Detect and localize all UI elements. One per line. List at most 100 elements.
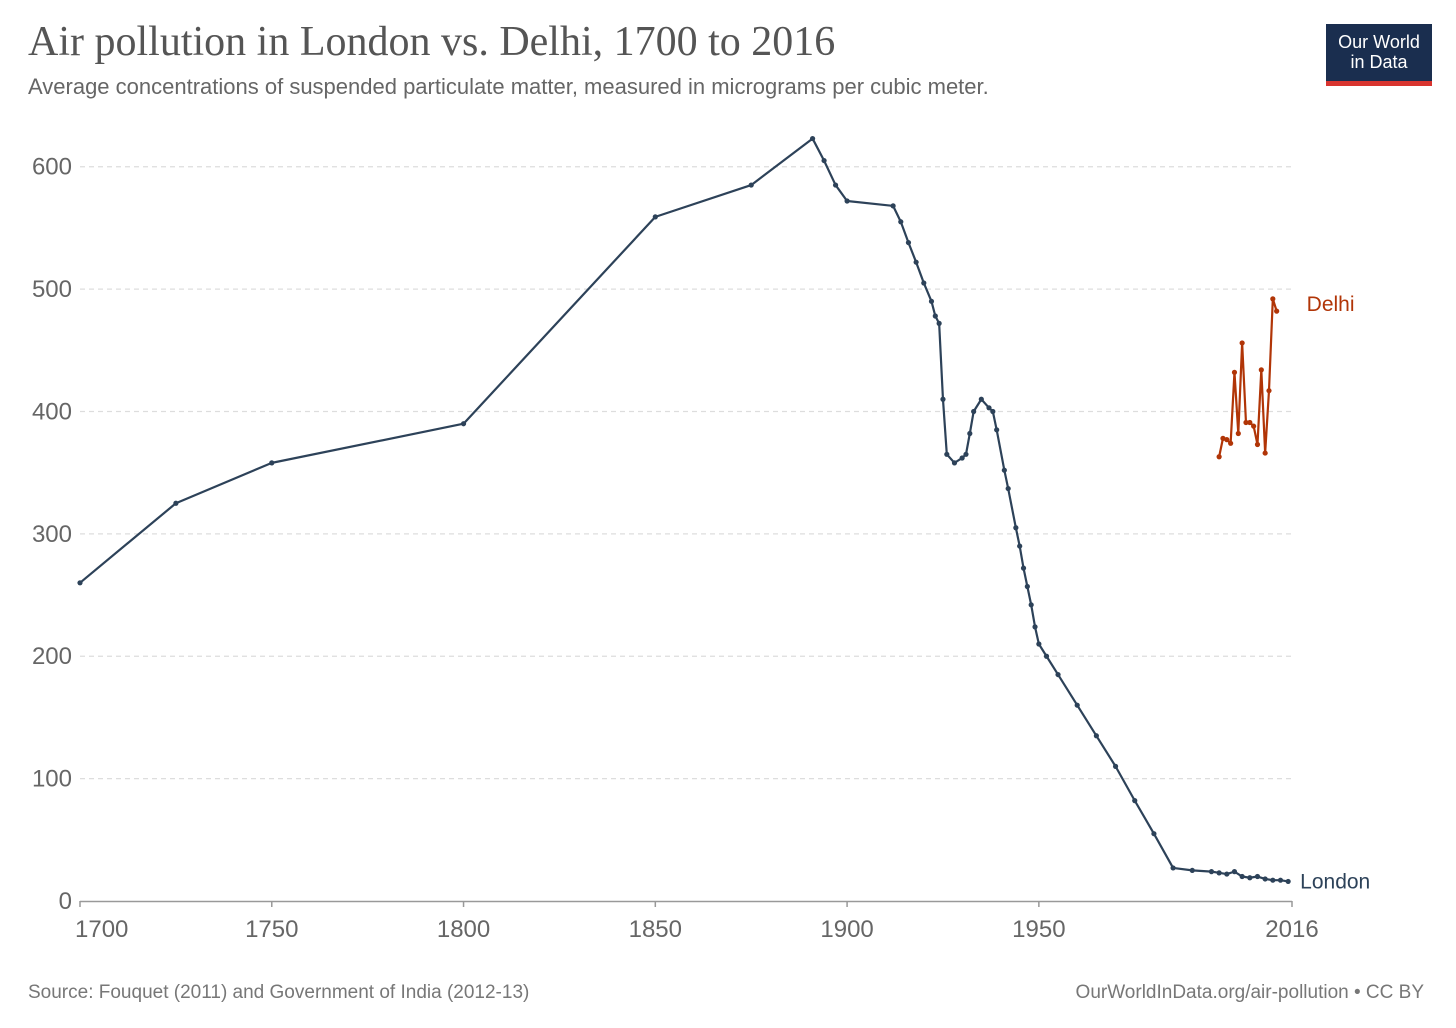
data-point[interactable] (1285, 878, 1291, 885)
data-point[interactable] (1024, 583, 1030, 590)
data-point[interactable] (1216, 870, 1222, 876)
data-point[interactable] (1017, 543, 1023, 549)
data-point[interactable] (990, 408, 996, 415)
data-point[interactable] (1243, 419, 1249, 426)
data-point[interactable] (1032, 624, 1038, 630)
series-delhi: Delhi (1216, 293, 1355, 460)
data-point[interactable] (1005, 485, 1011, 492)
data-point[interactable] (1216, 454, 1222, 460)
y-tick-label: 100 (32, 766, 72, 793)
x-tick-label: 2016 (1265, 916, 1318, 943)
data-point[interactable] (940, 396, 946, 402)
data-point[interactable] (1208, 869, 1215, 875)
data-point[interactable] (1013, 525, 1019, 531)
data-point[interactable] (936, 320, 942, 326)
data-point[interactable] (844, 198, 850, 204)
data-point[interactable] (1277, 877, 1284, 883)
data-point[interactable] (1074, 702, 1080, 708)
data-point[interactable] (1228, 440, 1234, 446)
data-point[interactable] (1132, 798, 1138, 804)
data-point[interactable] (1231, 869, 1238, 875)
data-point[interactable] (1093, 733, 1099, 739)
x-tick-label: 1800 (437, 916, 490, 943)
data-point[interactable] (1239, 873, 1245, 880)
owid-logo[interactable]: Our World in Data (1326, 24, 1432, 86)
x-tick-label: 1850 (629, 916, 682, 943)
data-point[interactable] (1028, 602, 1034, 608)
x-tick-label: 1900 (820, 916, 873, 943)
data-point[interactable] (652, 214, 658, 220)
data-point[interactable] (1239, 340, 1245, 346)
data-point[interactable] (1247, 419, 1253, 426)
data-point[interactable] (821, 157, 827, 164)
data-point[interactable] (1055, 671, 1061, 678)
data-point[interactable] (1270, 296, 1276, 302)
credit-link[interactable]: OurWorldInData.org/air-pollution • CC BY (1075, 982, 1424, 1003)
series-label-london: London (1300, 870, 1370, 893)
x-tick-label: 1750 (245, 916, 298, 943)
data-point[interactable] (1251, 423, 1257, 429)
logo-line-2: in Data (1350, 52, 1408, 72)
x-tick-label: 1700 (75, 916, 128, 943)
data-point[interactable] (1189, 867, 1195, 874)
y-tick-label: 400 (32, 398, 72, 425)
logo-line-1: Our World (1338, 32, 1420, 52)
data-point[interactable] (1270, 877, 1276, 883)
data-point[interactable] (971, 408, 977, 415)
data-point[interactable] (928, 298, 935, 304)
data-point[interactable] (1262, 450, 1268, 456)
data-point[interactable] (269, 460, 275, 466)
data-point[interactable] (1224, 871, 1230, 877)
data-point[interactable] (944, 451, 950, 457)
data-point[interactable] (1262, 876, 1268, 882)
data-point[interactable] (1247, 875, 1253, 881)
data-point[interactable] (77, 580, 83, 586)
y-tick-label: 0 (59, 888, 72, 915)
data-point[interactable] (1231, 369, 1238, 375)
y-tick-label: 500 (32, 276, 72, 303)
chart-title: Air pollution in London vs. Delhi, 1700 … (28, 19, 836, 65)
series-layer: London Delhi (77, 135, 1370, 893)
data-point[interactable] (1151, 831, 1157, 837)
data-point[interactable] (1254, 441, 1261, 448)
data-point[interactable] (1266, 388, 1272, 394)
data-point[interactable] (913, 259, 919, 265)
data-point[interactable] (173, 500, 179, 506)
data-point[interactable] (1254, 873, 1261, 880)
data-point[interactable] (1112, 763, 1119, 769)
data-point[interactable] (1274, 308, 1280, 314)
data-point[interactable] (460, 421, 467, 427)
data-point[interactable] (809, 135, 816, 142)
data-point[interactable] (959, 455, 965, 461)
y-tick-label: 300 (32, 521, 72, 548)
data-point[interactable] (1036, 641, 1042, 647)
y-tick-label: 200 (32, 643, 72, 670)
data-point[interactable] (1001, 467, 1007, 473)
series-label-delhi: Delhi (1307, 293, 1355, 316)
data-point[interactable] (994, 427, 1000, 433)
axes: 0 100 200 300 400 500 600 1700 1750 1800 1850 1900 1… (32, 154, 1319, 943)
data-point[interactable] (1235, 430, 1241, 437)
data-point[interactable] (951, 460, 958, 466)
gridlines (80, 166, 1292, 780)
series-line[interactable] (79, 137, 1289, 883)
source-note: Source: Fouquet (2011) and Government of… (28, 982, 530, 1003)
data-point[interactable] (921, 280, 927, 286)
data-point[interactable] (890, 203, 896, 209)
x-tick-label: 1950 (1012, 916, 1065, 943)
data-point[interactable] (932, 313, 938, 319)
series-line[interactable] (1218, 297, 1278, 457)
data-point[interactable] (898, 219, 904, 225)
data-point[interactable] (832, 182, 839, 188)
data-point[interactable] (967, 430, 973, 437)
data-point[interactable] (978, 396, 984, 402)
data-point[interactable] (1020, 565, 1027, 571)
data-point[interactable] (1043, 653, 1050, 659)
data-point[interactable] (963, 451, 969, 457)
data-point[interactable] (986, 405, 992, 411)
data-point[interactable] (1258, 367, 1264, 373)
data-point[interactable] (1170, 865, 1176, 871)
data-point[interactable] (748, 182, 754, 188)
data-point[interactable] (1224, 437, 1230, 443)
data-point[interactable] (905, 239, 912, 246)
